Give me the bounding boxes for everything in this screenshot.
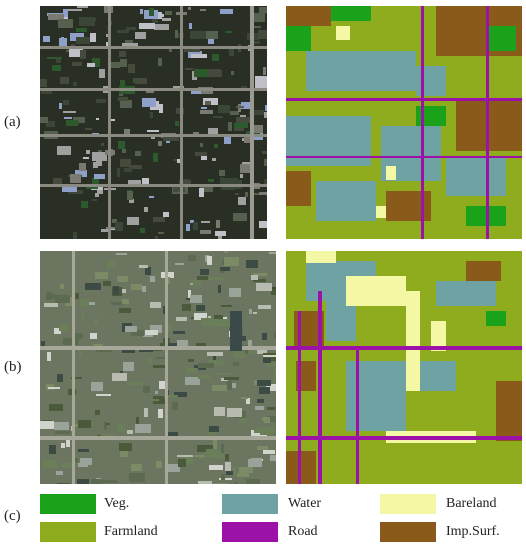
legend-swatch-road (222, 522, 278, 542)
legend-text-water: Water (288, 496, 322, 511)
legend-text-bareland: Bareland (446, 496, 497, 511)
legend-text-road: Road (288, 524, 318, 539)
legend-swatch-water (222, 494, 278, 514)
legend-swatch-veg (40, 494, 96, 514)
legend-swatch-bareland (380, 494, 436, 514)
legend-label-c: (c) (4, 508, 21, 524)
landcover-map-b (286, 251, 522, 484)
aerial-image-b-svg (40, 251, 276, 484)
legend-text-farmland: Farmland (104, 524, 158, 539)
landcover-map-b-svg (286, 251, 522, 484)
row-label-b: (b) (4, 359, 22, 375)
legend-text-imp-surf: Imp.Surf. (446, 524, 500, 539)
legend-swatch-farmland (40, 522, 96, 542)
row-label-a: (a) (4, 114, 21, 130)
landcover-map-a (286, 6, 522, 239)
landcover-map-a-svg (286, 6, 522, 239)
legend-text-veg: Veg. (104, 496, 130, 511)
aerial-image-a-svg (40, 6, 267, 239)
legend-swatch-imp-surf (380, 522, 436, 542)
aerial-image-b (40, 251, 276, 484)
aerial-image-a (40, 6, 267, 239)
